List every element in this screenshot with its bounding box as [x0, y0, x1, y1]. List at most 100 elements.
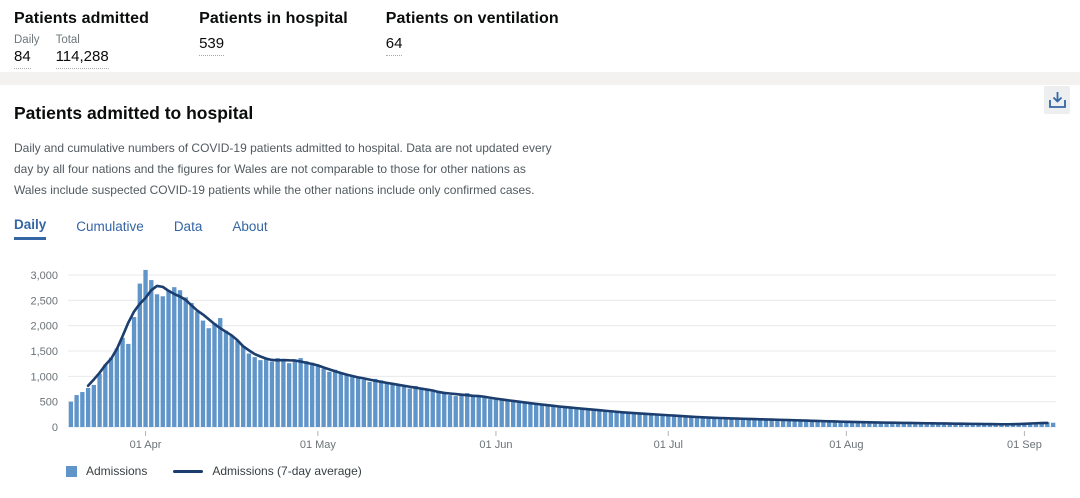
admissions-bar[interactable] — [137, 283, 142, 427]
admissions-bar[interactable] — [947, 423, 952, 428]
admissions-bar[interactable] — [838, 421, 843, 427]
daily-admitted-value[interactable]: 84 — [14, 48, 31, 69]
admissions-bar[interactable] — [1022, 423, 1027, 427]
admissions-bar[interactable] — [878, 422, 883, 427]
admissions-bar[interactable] — [648, 414, 654, 427]
admissions-bar[interactable] — [131, 317, 137, 427]
admissions-bar[interactable] — [723, 418, 728, 427]
admissions-bar[interactable] — [470, 394, 476, 427]
admissions-bar[interactable] — [585, 409, 591, 427]
admissions-bar[interactable] — [304, 361, 309, 427]
admissions-bar[interactable] — [183, 297, 188, 427]
admissions-bar[interactable] — [1016, 424, 1021, 427]
admissions-bar[interactable] — [355, 377, 361, 427]
admissions-bar[interactable] — [74, 395, 79, 427]
admissions-bar[interactable] — [292, 359, 298, 427]
admissions-bar[interactable] — [867, 422, 872, 427]
admissions-bar[interactable] — [987, 424, 993, 427]
admissions-bar[interactable] — [786, 420, 792, 427]
admissions-bar[interactable] — [637, 413, 642, 427]
tab-daily[interactable]: Daily — [14, 217, 47, 240]
admissions-bar[interactable] — [821, 420, 826, 427]
admissions-bar[interactable] — [815, 420, 820, 427]
admissions-bar[interactable] — [218, 318, 223, 427]
admissions-bar[interactable] — [591, 409, 596, 427]
admissions-chart[interactable]: 0 500 1,000 1,500 2,000 2,500 3,000 01 Apr 01 Ma… — [14, 266, 1066, 457]
admissions-bar[interactable] — [522, 402, 527, 427]
admissions-bar[interactable] — [1027, 423, 1033, 427]
tab-cumulative[interactable]: Cumulative — [76, 217, 144, 240]
admissions-bar[interactable] — [568, 408, 573, 427]
admissions-bar[interactable] — [918, 423, 924, 427]
admissions-bar[interactable] — [953, 423, 958, 427]
admissions-bar[interactable] — [694, 416, 700, 427]
admissions-bar[interactable] — [499, 398, 504, 427]
admissions-bar[interactable] — [579, 408, 585, 427]
admissions-bar[interactable] — [350, 375, 355, 427]
admissions-bar[interactable] — [683, 416, 688, 427]
admissions-bar[interactable] — [608, 412, 613, 427]
admissions-bar[interactable] — [459, 394, 464, 427]
admissions-bar[interactable] — [959, 423, 964, 427]
admissions-bar[interactable] — [620, 412, 625, 427]
admissions-bar[interactable] — [332, 369, 338, 427]
admissions-bar[interactable] — [206, 328, 211, 427]
admissions-bar[interactable] — [849, 422, 855, 427]
admissions-bar[interactable] — [976, 423, 981, 427]
bar-chart-canvas[interactable]: 0 500 1,000 1,500 2,000 2,500 3,000 01 Apr 01 Ma… — [14, 266, 1066, 452]
admissions-bar[interactable] — [844, 421, 849, 427]
admissions-bar[interactable] — [189, 302, 194, 427]
admissions-bar[interactable] — [884, 422, 889, 427]
admissions-bar[interactable] — [901, 422, 906, 427]
admissions-bar[interactable] — [103, 364, 108, 427]
admissions-bar[interactable] — [729, 418, 734, 427]
admissions-bar[interactable] — [407, 388, 412, 427]
admissions-bar[interactable] — [936, 423, 941, 427]
admissions-bar[interactable] — [430, 390, 435, 427]
admissions-bar[interactable] — [91, 384, 97, 427]
admissions-bar[interactable] — [660, 414, 665, 427]
admissions-bar[interactable] — [528, 403, 533, 427]
admissions-bar[interactable] — [177, 290, 183, 427]
admissions-bar[interactable] — [574, 407, 579, 427]
admissions-bar[interactable] — [321, 368, 326, 427]
download-button[interactable] — [1044, 86, 1070, 114]
admissions-bar[interactable] — [780, 419, 786, 427]
admissions-bar[interactable] — [378, 380, 384, 427]
admissions-bar[interactable] — [924, 423, 929, 427]
admissions-bar[interactable] — [792, 420, 797, 427]
admissions-bar[interactable] — [338, 372, 344, 427]
admissions-bar[interactable] — [195, 311, 200, 427]
admissions-bar[interactable] — [1005, 424, 1010, 427]
admissions-bar[interactable] — [97, 373, 102, 427]
admissions-bar[interactable] — [401, 386, 407, 427]
admissions-bar[interactable] — [562, 407, 568, 427]
admissions-bar[interactable] — [1039, 422, 1044, 427]
admissions-bar[interactable] — [545, 405, 550, 427]
admissions-bar[interactable] — [436, 392, 441, 427]
admissions-bar[interactable] — [511, 400, 516, 427]
admissions-bar[interactable] — [832, 421, 838, 427]
admissions-bar[interactable] — [798, 420, 803, 427]
admissions-bar[interactable] — [309, 362, 315, 427]
admissions-bar[interactable] — [85, 387, 91, 427]
admissions-bar[interactable] — [872, 422, 878, 427]
admissions-bar[interactable] — [223, 330, 229, 427]
admissions-bar[interactable] — [993, 424, 998, 427]
admissions-bar[interactable] — [235, 340, 240, 427]
admissions-bar[interactable] — [740, 418, 746, 427]
admissions-bar[interactable] — [281, 360, 286, 427]
admissions-bar[interactable] — [149, 280, 154, 427]
admissions-bar[interactable] — [631, 413, 636, 427]
admissions-bar[interactable] — [269, 361, 275, 427]
admissions-bar[interactable] — [1010, 424, 1016, 427]
admissions-bar[interactable] — [516, 401, 522, 427]
admissions-bar[interactable] — [597, 410, 602, 427]
admissions-bar[interactable] — [855, 421, 860, 427]
admissions-bar[interactable] — [826, 421, 832, 427]
admissions-bar[interactable] — [895, 422, 901, 427]
admissions-bar[interactable] — [556, 406, 562, 427]
admissions-bar[interactable] — [551, 405, 556, 427]
admissions-bar[interactable] — [476, 396, 481, 427]
admissions-bar[interactable] — [493, 397, 499, 427]
